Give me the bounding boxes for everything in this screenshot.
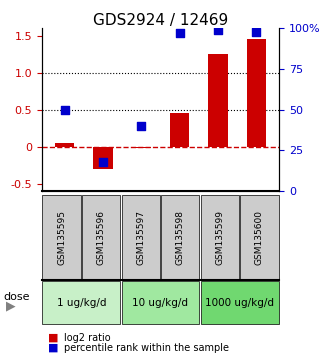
Text: GSM135598: GSM135598 [176, 210, 185, 265]
Text: log2 ratio: log2 ratio [64, 333, 111, 343]
Text: GSM135595: GSM135595 [57, 210, 66, 265]
Point [62, 107, 67, 113]
Text: GSM135599: GSM135599 [215, 210, 224, 265]
Point [177, 30, 182, 36]
Text: GSM135600: GSM135600 [255, 210, 264, 265]
Point [100, 159, 106, 165]
Point [139, 123, 144, 129]
Point [254, 29, 259, 34]
Bar [208, 54, 228, 147]
Text: 10 ug/kg/d: 10 ug/kg/d [133, 298, 188, 308]
Text: ■: ■ [48, 333, 59, 343]
Text: 1 ug/kg/d: 1 ug/kg/d [56, 298, 106, 308]
Text: ▶: ▶ [6, 300, 16, 313]
Bar [170, 113, 189, 147]
Text: percentile rank within the sample: percentile rank within the sample [64, 343, 229, 353]
Text: GDS2924 / 12469: GDS2924 / 12469 [93, 13, 228, 28]
Bar [55, 143, 74, 147]
Text: GSM135597: GSM135597 [136, 210, 145, 265]
Bar [247, 39, 266, 147]
Text: 1000 ug/kg/d: 1000 ug/kg/d [205, 298, 274, 308]
Text: GSM135596: GSM135596 [97, 210, 106, 265]
Point [215, 27, 221, 33]
Text: ■: ■ [48, 343, 59, 353]
Text: dose: dose [3, 292, 30, 302]
Bar [132, 147, 151, 148]
Bar [93, 147, 113, 169]
